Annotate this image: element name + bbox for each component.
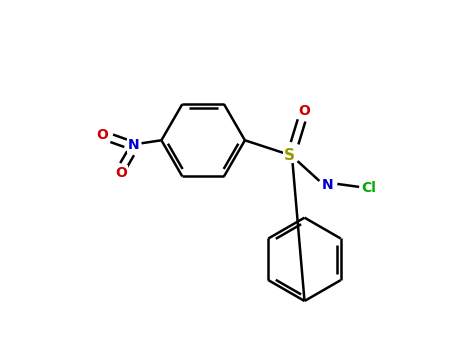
Text: O: O xyxy=(96,128,108,142)
Text: N: N xyxy=(128,138,139,152)
Text: N: N xyxy=(322,178,333,192)
Text: O: O xyxy=(116,166,127,180)
Text: Cl: Cl xyxy=(362,181,377,195)
Text: S: S xyxy=(284,148,295,163)
Text: O: O xyxy=(298,104,310,118)
